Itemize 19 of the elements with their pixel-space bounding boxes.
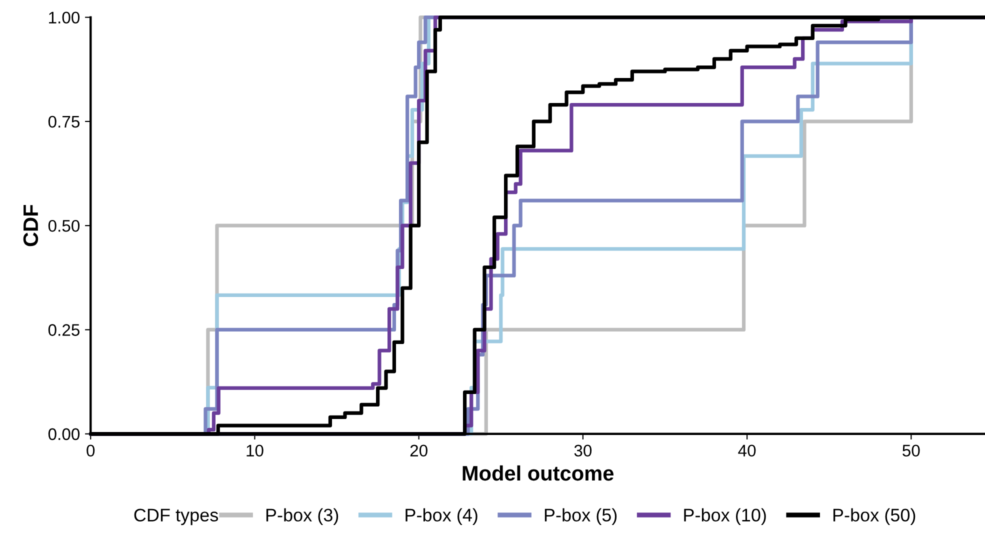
y-tick-label: 0.25: [48, 324, 80, 336]
x-tick-label: 50: [902, 444, 920, 457]
x-tick-label: 30: [574, 444, 592, 457]
x-tick-label: 40: [738, 444, 756, 457]
legend-label: P-box (3): [266, 508, 338, 526]
y-tick-label: 0.00: [48, 428, 80, 440]
x-tick-label: 0: [86, 444, 95, 457]
y-tick-label: 0.50: [48, 220, 80, 232]
x-tick-label: 10: [246, 444, 264, 457]
x-axis-title: Model outcome: [462, 465, 614, 481]
y-tick-label: 0.75: [48, 116, 80, 128]
legend-label: P-box (50): [833, 508, 916, 526]
legend-label: P-box (4): [406, 508, 478, 526]
x-tick-label: 20: [410, 444, 428, 457]
y-axis-title: CDF: [23, 204, 38, 246]
legend-label: P-box (5): [544, 508, 617, 526]
legend-label: P-box (10): [684, 508, 766, 526]
y-tick-label: 1.00: [49, 12, 80, 24]
legend-title: CDF types: [134, 508, 218, 526]
